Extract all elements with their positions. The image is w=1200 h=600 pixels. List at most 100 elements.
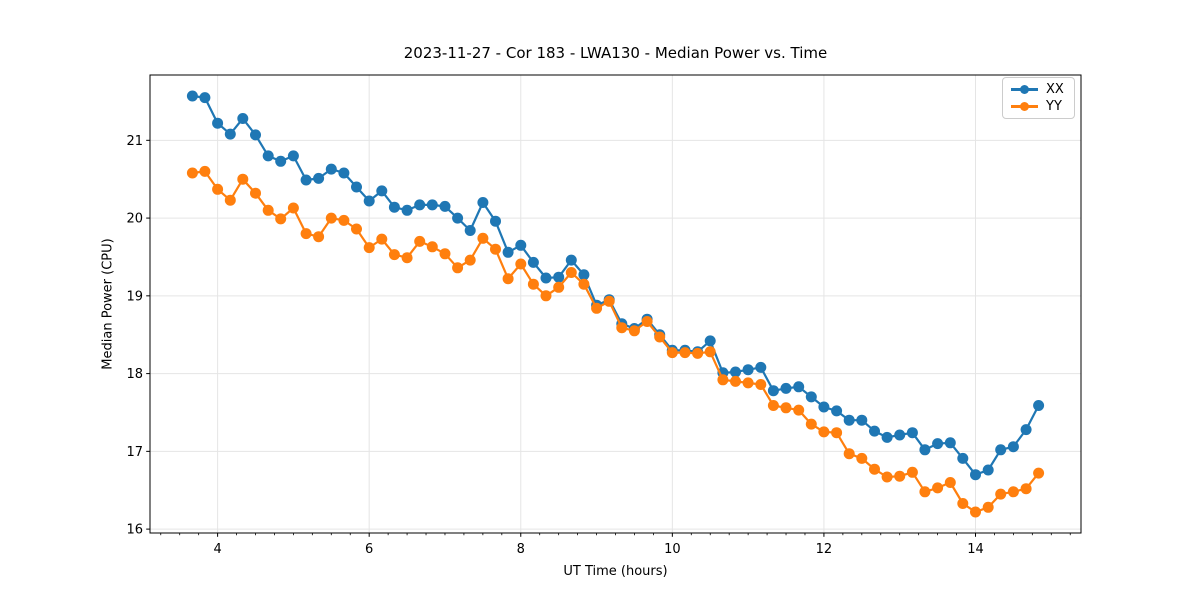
data-point-xx [793,381,805,393]
data-point-yy [628,325,640,337]
data-point-yy [224,194,236,206]
data-point-yy [780,402,792,414]
data-point-yy [881,471,893,483]
data-point-xx [578,269,590,281]
data-point-xx [831,405,843,417]
data-point-yy [603,295,615,307]
legend: XX YY [1002,77,1075,119]
data-point-xx [376,185,388,197]
data-point-yy [957,498,969,509]
data-point-yy [970,506,981,518]
data-point-xx [704,335,716,347]
axes-frame [149,74,1082,534]
data-point-xx [515,239,527,251]
data-point-yy [755,379,767,390]
data-point-yy [730,375,741,387]
data-point-xx [212,117,224,129]
y-tick-label: 20 [126,212,143,227]
series-xx [186,90,1045,481]
data-point-xx [464,225,476,236]
data-point-yy [287,202,299,214]
x-axis-label: UT Time (hours) [563,564,668,579]
data-point-xx [224,128,236,140]
data-point-yy [452,262,464,274]
data-point-xx [287,150,299,162]
data-point-xx [869,425,880,437]
data-point-xx [262,150,274,162]
data-point-xx [742,364,754,376]
data-point-yy [490,243,501,255]
data-point-xx [313,172,325,184]
yy-line-marker-icon [1011,101,1038,112]
x-tick-label: 10 [664,542,681,557]
data-point-yy [906,466,918,478]
x-axis-ticks: 4 6 8 10 12 14 [213,533,984,557]
data-point-xx [932,438,944,450]
data-point-xx [843,414,855,426]
data-point-yy [717,374,729,386]
data-point-xx [388,201,400,213]
data-point-yy [275,213,287,225]
data-point-yy [338,214,350,226]
data-point-yy [692,347,704,359]
data-point-xx [325,163,337,175]
y-tick-label: 17 [126,445,143,460]
data-point-yy [742,377,754,389]
x-tick-label: 14 [967,542,984,557]
data-point-xx [363,195,375,207]
data-point-yy [199,165,211,177]
data-point-xx [944,437,956,449]
data-point-yy [894,470,906,482]
data-point-xx [818,401,830,413]
data-point-yy [793,404,805,416]
x-tick-label: 12 [816,542,833,557]
data-point-xx [755,361,767,373]
data-point-yy [351,223,362,235]
y-axis-label: Median Power (CPU) [100,238,116,370]
data-point-xx [250,129,261,141]
data-point-yy [527,278,539,290]
data-point-xx [237,113,249,124]
series-yy [186,165,1045,518]
data-point-yy [540,290,552,302]
data-point-yy [919,486,931,498]
data-point-yy [502,273,514,285]
data-point-yy [1007,486,1019,498]
data-point-yy [616,322,628,334]
data-point-xx [1033,400,1045,411]
data-point-xx [970,469,981,481]
data-point-yy [856,452,868,464]
data-point-xx [894,429,906,441]
legend-item-yy: YY [1011,100,1064,113]
data-point-xx [439,200,451,212]
data-point-xx [919,444,931,456]
data-point-yy [250,187,261,199]
data-point-yy [477,232,489,244]
data-point-xx [906,427,918,439]
data-point-yy [944,477,956,488]
data-point-yy [995,488,1007,500]
data-point-xx [553,271,565,283]
data-point-xx [730,366,741,378]
data-point-yy [363,242,375,254]
data-point-xx [199,92,211,104]
data-point-yy [843,448,855,460]
data-point-xx [275,155,287,167]
data-point-yy [591,302,603,314]
data-point-yy [325,212,337,224]
data-point-xx [477,197,489,208]
data-point-yy [932,482,944,494]
data-point-xx [856,414,868,426]
data-point-yy [1033,467,1045,479]
data-point-yy [553,281,565,293]
x-minor-ticks [160,533,1071,536]
y-tick-label: 19 [126,289,143,304]
data-point-yy [767,400,779,411]
x-tick-label: 8 [517,542,525,557]
data-point-yy [565,267,577,278]
data-point-yy [831,427,843,439]
data-point-yy [237,173,249,185]
data-point-yy [641,316,653,327]
data-point-xx [982,464,994,476]
